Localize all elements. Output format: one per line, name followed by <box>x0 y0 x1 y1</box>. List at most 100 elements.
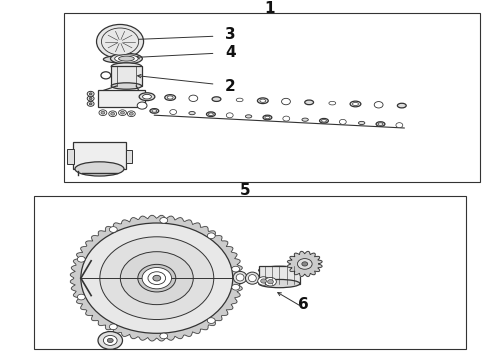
Circle shape <box>109 111 117 117</box>
Ellipse shape <box>350 101 361 107</box>
Ellipse shape <box>352 102 358 105</box>
Circle shape <box>121 111 124 114</box>
Ellipse shape <box>119 56 134 61</box>
Ellipse shape <box>265 116 270 119</box>
Circle shape <box>297 258 312 269</box>
Ellipse shape <box>321 120 326 122</box>
Circle shape <box>283 116 290 121</box>
Circle shape <box>148 272 166 284</box>
Ellipse shape <box>206 112 215 117</box>
Circle shape <box>268 280 273 284</box>
Circle shape <box>121 252 193 305</box>
Ellipse shape <box>329 102 336 105</box>
Circle shape <box>87 101 94 106</box>
Circle shape <box>153 275 161 281</box>
Ellipse shape <box>359 121 365 125</box>
Ellipse shape <box>397 103 406 108</box>
Circle shape <box>226 113 233 118</box>
Circle shape <box>232 284 240 290</box>
Circle shape <box>137 102 147 109</box>
Circle shape <box>340 120 346 124</box>
Ellipse shape <box>110 53 143 64</box>
Circle shape <box>97 24 144 59</box>
Polygon shape <box>288 251 322 276</box>
Bar <box>67 149 74 163</box>
Circle shape <box>189 95 198 102</box>
Circle shape <box>232 266 240 272</box>
Ellipse shape <box>245 115 252 118</box>
Circle shape <box>103 336 117 345</box>
Ellipse shape <box>189 112 195 115</box>
Bar <box>34 196 465 349</box>
Circle shape <box>89 98 92 99</box>
Ellipse shape <box>260 99 266 102</box>
Circle shape <box>160 333 168 339</box>
Circle shape <box>396 123 403 128</box>
Circle shape <box>302 262 308 266</box>
Ellipse shape <box>212 97 221 102</box>
Text: 1: 1 <box>264 1 275 16</box>
Circle shape <box>101 28 139 55</box>
Circle shape <box>77 294 85 300</box>
Circle shape <box>261 279 267 283</box>
Circle shape <box>207 318 215 323</box>
Ellipse shape <box>111 63 142 70</box>
Ellipse shape <box>208 113 213 116</box>
Ellipse shape <box>376 122 385 126</box>
Bar <box>126 150 132 162</box>
Bar <box>259 266 300 284</box>
Circle shape <box>101 72 111 79</box>
Ellipse shape <box>259 279 300 288</box>
Ellipse shape <box>115 55 138 63</box>
Ellipse shape <box>236 98 243 102</box>
Ellipse shape <box>259 266 300 274</box>
Circle shape <box>109 227 117 232</box>
Ellipse shape <box>248 275 256 282</box>
Circle shape <box>109 324 117 330</box>
Ellipse shape <box>167 96 173 99</box>
Ellipse shape <box>378 123 383 125</box>
Circle shape <box>77 256 85 262</box>
Ellipse shape <box>150 109 159 113</box>
Ellipse shape <box>236 274 244 281</box>
Ellipse shape <box>143 94 151 99</box>
Circle shape <box>138 264 176 292</box>
Ellipse shape <box>263 115 272 120</box>
Ellipse shape <box>319 118 328 123</box>
Circle shape <box>160 217 168 223</box>
Circle shape <box>207 233 215 239</box>
Ellipse shape <box>305 100 314 105</box>
Ellipse shape <box>103 56 137 63</box>
Circle shape <box>89 93 92 95</box>
Bar <box>111 66 142 86</box>
Circle shape <box>87 91 94 96</box>
Circle shape <box>129 112 133 115</box>
Circle shape <box>101 111 105 114</box>
Circle shape <box>99 110 107 116</box>
Bar <box>98 90 145 107</box>
Ellipse shape <box>139 93 155 100</box>
Circle shape <box>107 338 113 343</box>
Text: 2: 2 <box>225 78 236 94</box>
Circle shape <box>89 103 92 105</box>
Text: 3: 3 <box>225 27 236 42</box>
Ellipse shape <box>152 110 157 112</box>
Text: 5: 5 <box>240 184 250 198</box>
Ellipse shape <box>257 98 268 104</box>
Circle shape <box>258 277 270 285</box>
Polygon shape <box>70 215 244 341</box>
Circle shape <box>100 237 214 320</box>
Circle shape <box>142 267 172 289</box>
Circle shape <box>119 110 126 116</box>
Circle shape <box>374 102 383 108</box>
Bar <box>73 142 126 169</box>
Ellipse shape <box>75 148 124 163</box>
Circle shape <box>98 332 122 349</box>
Ellipse shape <box>245 272 259 284</box>
Circle shape <box>265 278 276 286</box>
Circle shape <box>111 112 115 115</box>
Circle shape <box>170 109 176 114</box>
Bar <box>64 13 480 182</box>
Ellipse shape <box>302 118 308 121</box>
Circle shape <box>81 223 233 333</box>
